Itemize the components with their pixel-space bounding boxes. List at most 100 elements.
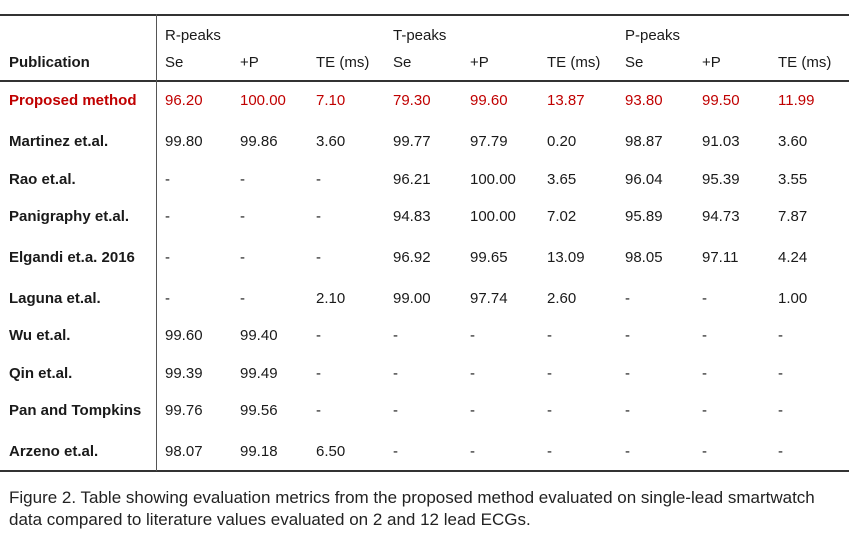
publication-name: Panigraphy et.al. — [9, 208, 130, 225]
metric-cell: 0.20 — [547, 133, 577, 150]
header-rule — [0, 80, 849, 82]
publication-header: Publication — [9, 54, 90, 71]
metric-cell: 99.77 — [393, 133, 431, 150]
metric-cell: 98.05 — [625, 249, 663, 266]
publication-name: Elgandi et.a. 2016 — [9, 249, 135, 266]
metric-cell: 2.10 — [316, 290, 346, 307]
metric-cell: - — [702, 365, 707, 382]
metric-cell: - — [470, 443, 475, 460]
metric-cell: - — [240, 208, 245, 225]
metric-cell: - — [778, 327, 783, 344]
metric-cell: 99.65 — [470, 249, 508, 266]
metric-cell: 13.87 — [547, 92, 585, 109]
metric-cell: - — [778, 443, 783, 460]
metric-cell: 99.18 — [240, 443, 278, 460]
figure-caption: Figure 2. Table showing evaluation metri… — [9, 488, 815, 529]
group-header-p-peaks: P-peaks — [625, 27, 681, 44]
metric-cell: - — [240, 249, 245, 266]
subheader-4: +P — [470, 54, 489, 71]
metric-cell: - — [547, 365, 552, 382]
metric-cell: - — [240, 171, 245, 188]
metric-cell: 100.00 — [240, 92, 286, 109]
metric-cell: - — [393, 365, 398, 382]
metric-cell: - — [625, 443, 630, 460]
metric-cell: 97.79 — [470, 133, 508, 150]
subheader-5: TE (ms) — [547, 54, 601, 71]
publication-name: Pan and Tompkins — [9, 402, 142, 419]
metric-cell: 93.80 — [625, 92, 663, 109]
metric-cell: - — [165, 208, 170, 225]
metric-cell: 7.87 — [778, 208, 808, 225]
metric-cell: 96.04 — [625, 171, 663, 188]
metric-cell: 95.39 — [702, 171, 740, 188]
subheader-6: Se — [625, 54, 644, 71]
metric-cell: - — [778, 365, 783, 382]
metric-cell: 3.60 — [316, 133, 346, 150]
publication-name: Laguna et.al. — [9, 290, 101, 307]
subheader-7: +P — [702, 54, 721, 71]
metric-cell: 97.74 — [470, 290, 508, 307]
metric-cell: 99.40 — [240, 327, 278, 344]
metric-cell: 99.60 — [470, 92, 508, 109]
metric-cell: 99.49 — [240, 365, 278, 382]
metric-cell: 4.24 — [778, 249, 808, 266]
metric-cell: - — [547, 443, 552, 460]
metric-cell: - — [702, 327, 707, 344]
metric-cell: - — [547, 402, 552, 419]
metric-cell: 99.50 — [702, 92, 740, 109]
metric-cell: 96.21 — [393, 171, 431, 188]
metric-cell: 79.30 — [393, 92, 431, 109]
metric-cell: 99.80 — [165, 133, 203, 150]
metric-cell: - — [625, 327, 630, 344]
metric-cell: - — [470, 402, 475, 419]
publication-name: Rao et.al. — [9, 171, 76, 188]
metric-cell: - — [625, 290, 630, 307]
publication-name: Wu et.al. — [9, 327, 71, 344]
metric-cell: 99.39 — [165, 365, 203, 382]
metric-cell: - — [470, 365, 475, 382]
metric-cell: - — [316, 402, 321, 419]
metric-cell: - — [316, 327, 321, 344]
metric-cell: 99.86 — [240, 133, 278, 150]
metric-cell: 98.87 — [625, 133, 663, 150]
metric-cell: 100.00 — [470, 171, 516, 188]
metric-cell: - — [165, 171, 170, 188]
metric-cell: 3.55 — [778, 171, 808, 188]
metric-cell: 98.07 — [165, 443, 203, 460]
publication-name: Martinez et.al. — [9, 133, 109, 150]
metric-cell: - — [165, 249, 170, 266]
bottom-rule — [0, 470, 849, 472]
metric-cell: 91.03 — [702, 133, 740, 150]
metric-cell: - — [470, 327, 475, 344]
publication-name: Proposed method — [9, 92, 137, 109]
subheader-2: TE (ms) — [316, 54, 370, 71]
metric-cell: 96.92 — [393, 249, 431, 266]
publication-name: Arzeno et.al. — [9, 443, 99, 460]
metric-cell: - — [165, 290, 170, 307]
metric-cell: - — [316, 365, 321, 382]
metric-cell: 95.89 — [625, 208, 663, 225]
metric-cell: 97.11 — [702, 249, 739, 266]
metric-cell: - — [547, 327, 552, 344]
metric-cell: - — [702, 443, 707, 460]
metric-cell: 94.83 — [393, 208, 431, 225]
metric-cell: - — [625, 365, 630, 382]
metric-cell: 7.10 — [316, 92, 346, 109]
top-rule — [0, 14, 849, 16]
metric-cell: - — [393, 327, 398, 344]
metric-cell: 1.00 — [778, 290, 808, 307]
metric-cell: - — [316, 171, 321, 188]
subheader-8: TE (ms) — [778, 54, 832, 71]
group-header-r-peaks: R-peaks — [165, 27, 221, 44]
metric-cell: - — [393, 402, 398, 419]
subheader-3: Se — [393, 54, 412, 71]
metric-cell: - — [778, 402, 783, 419]
metric-cell: 99.76 — [165, 402, 203, 419]
metric-cell: - — [316, 208, 321, 225]
group-header-t-peaks: T-peaks — [393, 27, 447, 44]
metric-cell: 3.60 — [778, 133, 808, 150]
metric-cell: - — [625, 402, 630, 419]
metric-cell: - — [702, 402, 707, 419]
metric-cell: 3.65 — [547, 171, 577, 188]
metric-cell: 96.20 — [165, 92, 203, 109]
